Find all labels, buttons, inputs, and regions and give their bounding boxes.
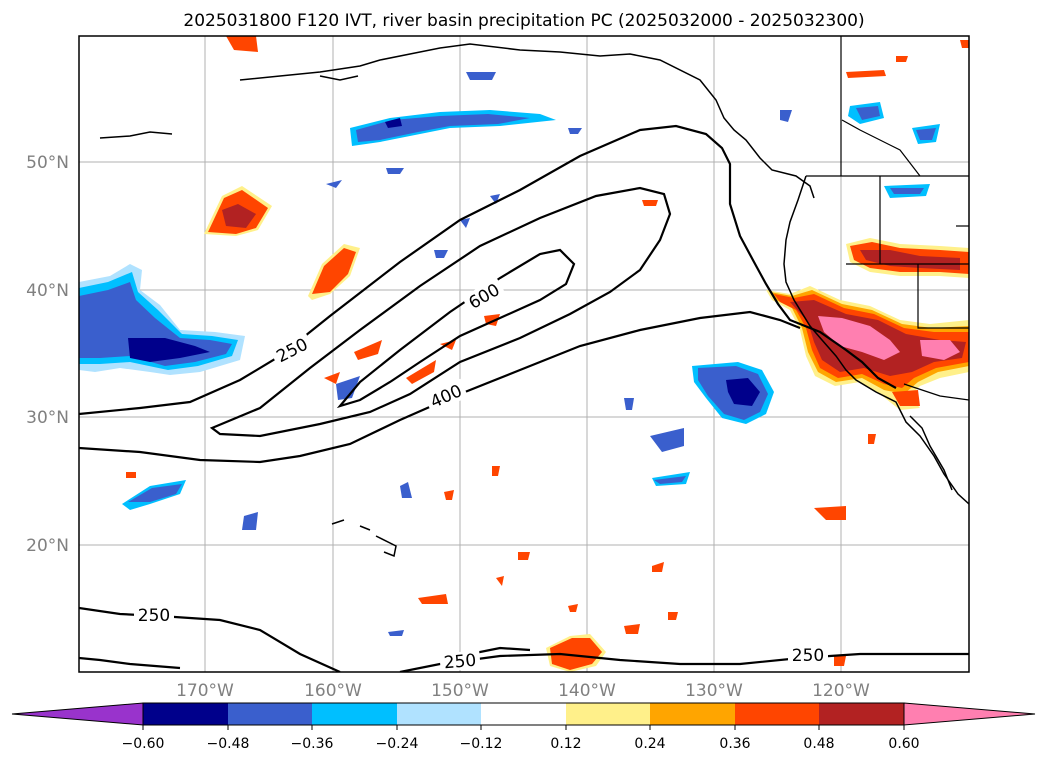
coastlines xyxy=(99,43,969,558)
colorbar-tick-label: −0.24 xyxy=(376,736,419,752)
colorbar-ticks xyxy=(142,725,905,730)
colorbar-tick-label: −0.12 xyxy=(460,736,503,752)
map-frame xyxy=(78,35,970,673)
colorbar-segment xyxy=(819,703,904,725)
colorbar-tick-label: 0.60 xyxy=(888,736,919,752)
contour-250-south-east xyxy=(79,656,181,670)
colorbar-tick-label: −0.60 xyxy=(122,736,165,752)
contour-label-250-c: 250 xyxy=(443,651,477,674)
colorbar: −0.60 −0.48 −0.36 −0.24 −0.12 0.12 0.24 … xyxy=(11,702,1036,752)
map-content: 250 600 400 250 250 250 xyxy=(79,36,969,674)
colorbar-segment xyxy=(143,703,228,725)
colorbar-tick-label: 0.36 xyxy=(719,736,750,752)
lat-label-20n: 20°N xyxy=(26,536,69,556)
pink-core-california xyxy=(818,316,900,360)
colorbar-segment xyxy=(397,703,481,725)
colorbar-segment xyxy=(228,703,312,725)
colorbar-frame xyxy=(142,702,905,726)
colorbar-extend-right xyxy=(903,702,1036,726)
colorbar-segment xyxy=(650,703,735,725)
contour-labels: 250 600 400 250 250 250 xyxy=(134,277,828,674)
contour-label-250-d: 250 xyxy=(792,646,824,666)
country-borders xyxy=(806,36,969,401)
contour-label-250-b: 250 xyxy=(138,606,170,626)
lat-label-30n: 30°N xyxy=(26,408,69,428)
lon-label-130w: 130°W xyxy=(685,681,743,701)
lat-label-50n: 50°N xyxy=(26,153,69,173)
contour-400 xyxy=(209,186,672,438)
colorbar-extend-left xyxy=(11,702,144,726)
colorbar-tick-label: 0.48 xyxy=(803,736,834,752)
colorbar-tick-label: −0.48 xyxy=(207,736,250,752)
lon-label-150w: 150°W xyxy=(431,681,489,701)
latitude-labels: 50°N 40°N 30°N 20°N xyxy=(26,153,69,556)
colorbar-segment xyxy=(481,703,566,725)
lon-label-160w: 160°W xyxy=(304,681,362,701)
lon-label-140w: 140°W xyxy=(558,681,616,701)
colorbar-segment xyxy=(566,703,650,725)
lon-label-170w: 170°W xyxy=(176,681,234,701)
colorbar-tick-label: 0.24 xyxy=(634,736,665,752)
blue-region-west-core xyxy=(79,282,232,366)
colorbar-segment xyxy=(312,703,397,725)
colorbar-segment xyxy=(735,703,819,725)
colorbar-tick-label: 0.12 xyxy=(550,736,581,752)
ivt-contours xyxy=(79,124,969,672)
contour-250-southeast xyxy=(399,652,969,672)
figure-title: 2025031800 F120 IVT, river basin precipi… xyxy=(183,11,864,31)
longitude-labels: 170°W 160°W 150°W 140°W 130°W 120°W xyxy=(176,681,870,701)
navy-core-west xyxy=(128,338,210,362)
colorbar-tick-label: −0.36 xyxy=(291,736,334,752)
lat-label-40n: 40°N xyxy=(26,281,69,301)
lon-label-120w: 120°W xyxy=(812,681,870,701)
contour-250-south xyxy=(79,606,341,672)
negative-precip-regions xyxy=(79,72,940,636)
contour-600 xyxy=(336,248,576,409)
